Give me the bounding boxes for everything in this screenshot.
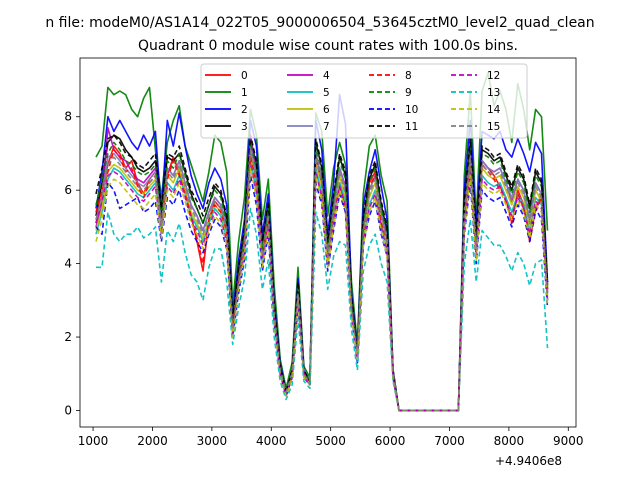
legend-label: 2 [241,104,248,116]
x-tick-label: 3000 [197,434,228,448]
legend-label: 1 [241,87,248,99]
legend-label: 15 [487,121,500,133]
y-tick-label: 4 [64,257,72,271]
legend-label: 13 [487,87,500,99]
legend-label: 14 [487,104,501,116]
x-axis: 1000 2000 3000 4000 5000 6000 7000 8000 9000 [78,427,584,448]
y-axis: 0 2 4 6 8 [64,110,80,417]
chart-title: Quadrant 0 module wise count rates with … [138,38,518,54]
figure-suptitle: n file: modeM0/AS1A14_022T05_9000006504_… [45,15,594,31]
legend-label: 11 [405,121,418,133]
x-tick-label: 8000 [494,434,525,448]
legend-label: 7 [323,121,330,133]
legend-label: 10 [405,104,418,116]
x-offset-label: +4.9406e8 [495,454,562,468]
legend-label: 9 [405,87,412,99]
x-tick-label: 1000 [78,434,109,448]
series-line-13 [96,207,549,412]
legend-box [200,63,528,139]
legend-label: 12 [487,70,500,82]
x-tick-label: 2000 [137,434,168,448]
plot-frame [79,57,577,428]
y-tick-label: 6 [64,183,72,197]
x-tick-label: 6000 [375,434,406,448]
y-tick-label: 8 [64,110,72,124]
y-tick-label: 2 [64,330,72,344]
legend-label: 4 [323,70,330,82]
legend-label: 5 [323,87,330,99]
legend-label: 3 [241,121,248,133]
x-tick-label: 5000 [315,434,346,448]
legend-label: 6 [323,104,330,116]
x-tick-label: 4000 [256,434,287,448]
x-tick-label: 9000 [553,434,584,448]
y-tick-label: 0 [64,403,72,417]
series-line-14 [95,167,549,412]
x-tick-label: 7000 [434,434,465,448]
legend-label: 8 [405,70,412,82]
legend-label: 0 [241,70,248,82]
series-layer [95,71,549,412]
